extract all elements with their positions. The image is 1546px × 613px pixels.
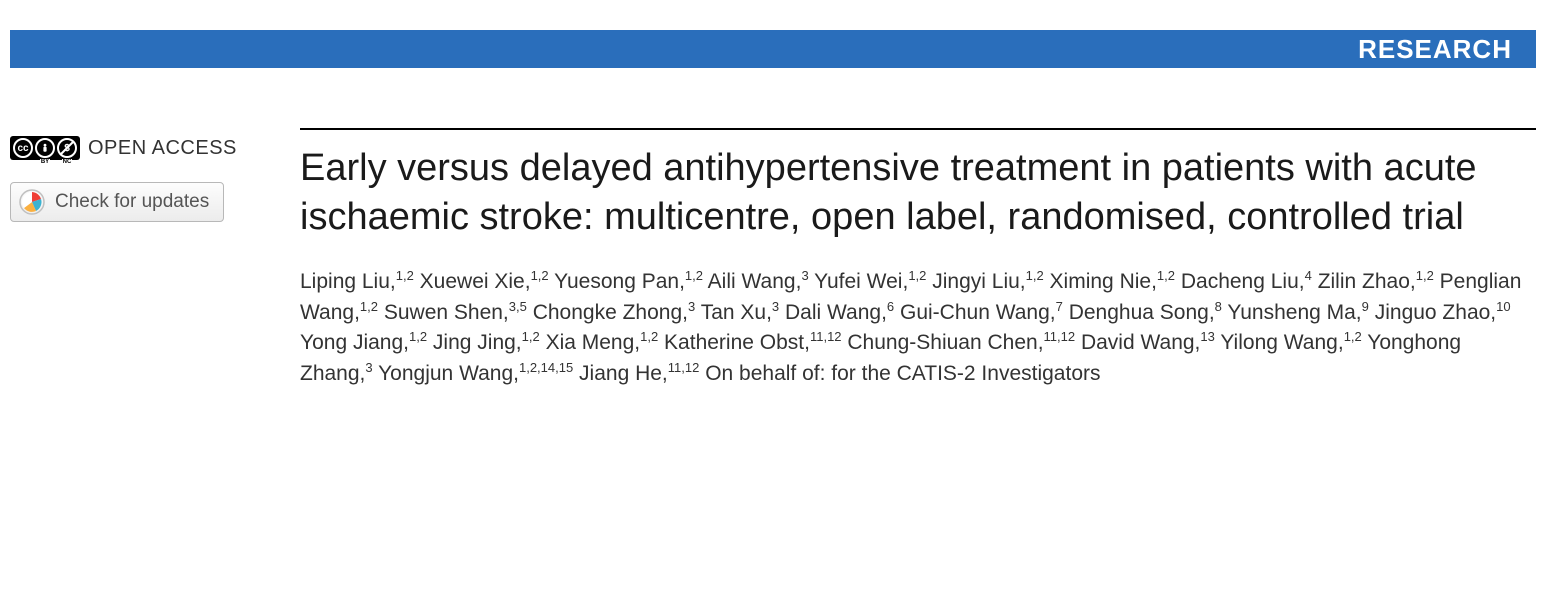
- author-name: Gui-Chun Wang,: [900, 301, 1056, 324]
- author-name: Liping Liu,: [300, 270, 396, 293]
- author-affiliation: 3: [772, 299, 779, 314]
- author-list: Liping Liu,1,2 Xuewei Xie,1,2 Yuesong Pa…: [300, 267, 1536, 389]
- author-name: Katherine Obst,: [664, 331, 810, 354]
- author-name: Yuesong Pan,: [554, 270, 685, 293]
- crossmark-icon: [19, 189, 45, 215]
- author-affiliation: 1,2: [409, 329, 427, 344]
- author-affiliation: 4: [1305, 268, 1312, 283]
- author-affiliation: 3: [365, 360, 372, 375]
- cc-license-icon: cc BY $ NC: [10, 136, 80, 160]
- author-name: David Wang,: [1081, 331, 1200, 354]
- author-name: Yong Jiang,: [300, 331, 409, 354]
- author-affiliation: 7: [1056, 299, 1063, 314]
- author-affiliation: 9: [1362, 299, 1369, 314]
- author-affiliation: 1,2: [522, 329, 540, 344]
- by-icon: BY: [35, 138, 55, 158]
- sidebar: cc BY $ NC OPEN ACCESS: [10, 128, 300, 389]
- author-affiliation: 1,2: [685, 268, 703, 283]
- author-affiliation: 1,2,14,15: [519, 360, 573, 375]
- author-affiliation: 1,2: [1157, 268, 1175, 283]
- author-name: Chongke Zhong,: [533, 301, 688, 324]
- author-affiliation: 13: [1200, 329, 1214, 344]
- author-name: Tan Xu,: [701, 301, 772, 324]
- author-name: Jiang He,: [579, 362, 668, 385]
- author-affiliation: 1,2: [908, 268, 926, 283]
- author-name: Chung-Shiuan Chen,: [847, 331, 1043, 354]
- author-affiliation: 11,12: [810, 329, 842, 344]
- section-banner: RESEARCH: [10, 30, 1536, 68]
- check-updates-button[interactable]: Check for updates: [10, 182, 224, 222]
- open-access-row: cc BY $ NC OPEN ACCESS: [10, 136, 280, 160]
- author-affiliation: 6: [887, 299, 894, 314]
- open-access-label: OPEN ACCESS: [88, 137, 237, 160]
- author-name: Aili Wang,: [708, 270, 802, 293]
- author-affiliation: 10: [1496, 299, 1510, 314]
- author-name: Jinguo Zhao,: [1375, 301, 1496, 324]
- cc-icon: cc: [13, 138, 33, 158]
- author-affiliation: 1,2: [396, 268, 414, 283]
- author-affiliation: 1,2: [640, 329, 658, 344]
- author-name: Xia Meng,: [546, 331, 641, 354]
- author-name: Yufei Wei,: [814, 270, 908, 293]
- author-name: Zilin Zhao,: [1318, 270, 1416, 293]
- author-affiliation: 1,2: [1416, 268, 1434, 283]
- author-name: Yilong Wang,: [1220, 331, 1343, 354]
- nc-icon: $ NC: [57, 138, 77, 158]
- author-name: Jingyi Liu,: [932, 270, 1025, 293]
- author-affiliation: 3: [801, 268, 808, 283]
- author-affiliation: 11,12: [668, 360, 700, 375]
- author-name: Suwen Shen,: [384, 301, 509, 324]
- article-title: Early versus delayed antihypertensive tr…: [300, 144, 1536, 241]
- content-row: cc BY $ NC OPEN ACCESS: [0, 128, 1546, 389]
- author-name: Yunsheng Ma,: [1227, 301, 1361, 324]
- author-affiliation: 1,2: [1344, 329, 1362, 344]
- author-affiliation: 8: [1215, 299, 1222, 314]
- author-name: Jing Jing,: [433, 331, 522, 354]
- author-name: Xuewei Xie,: [420, 270, 531, 293]
- author-affiliation: 1,2: [360, 299, 378, 314]
- author-name: Dali Wang,: [785, 301, 887, 324]
- article-main: Early versus delayed antihypertensive tr…: [300, 128, 1536, 389]
- check-updates-label: Check for updates: [55, 191, 209, 213]
- author-affiliation: 3: [688, 299, 695, 314]
- author-affiliation: 1,2: [1026, 268, 1044, 283]
- banner-label: RESEARCH: [1358, 34, 1512, 65]
- author-affiliation: 3,5: [509, 299, 527, 314]
- on-behalf-text: On behalf of: for the CATIS-2 Investigat…: [705, 362, 1100, 385]
- author-name: Ximing Nie,: [1050, 270, 1157, 293]
- author-name: Yongjun Wang,: [378, 362, 519, 385]
- author-name: Denghua Song,: [1069, 301, 1215, 324]
- author-name: Dacheng Liu,: [1181, 270, 1305, 293]
- author-affiliation: 11,12: [1044, 329, 1076, 344]
- author-affiliation: 1,2: [531, 268, 549, 283]
